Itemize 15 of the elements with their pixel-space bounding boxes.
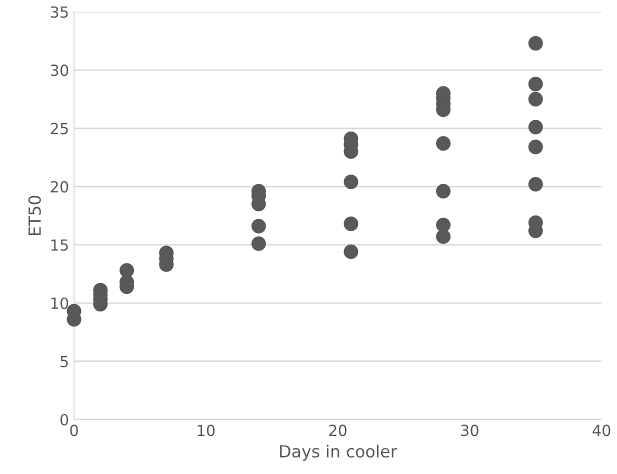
y-tick-label: 15	[51, 239, 68, 251]
x-tick-label: 10	[198, 424, 215, 436]
x-tick-label: 20	[329, 424, 347, 436]
y-tick-label: 10	[51, 297, 68, 310]
x-tick-label: 30	[461, 424, 478, 436]
x-tick-label: 40	[592, 424, 610, 436]
y-tick-label: 25	[50, 122, 68, 134]
y-axis-title: ET50	[28, 196, 41, 235]
x-axis-title: Days in cooler	[280, 444, 398, 461]
y-tick-label: 20	[50, 181, 68, 193]
y-tick-label: 0	[60, 414, 68, 426]
y-tick-label: 5	[60, 356, 68, 368]
x-tick-label: 0	[70, 424, 78, 436]
y-tick-label: 30	[50, 64, 68, 76]
y-tick-label: 35	[50, 6, 68, 18]
